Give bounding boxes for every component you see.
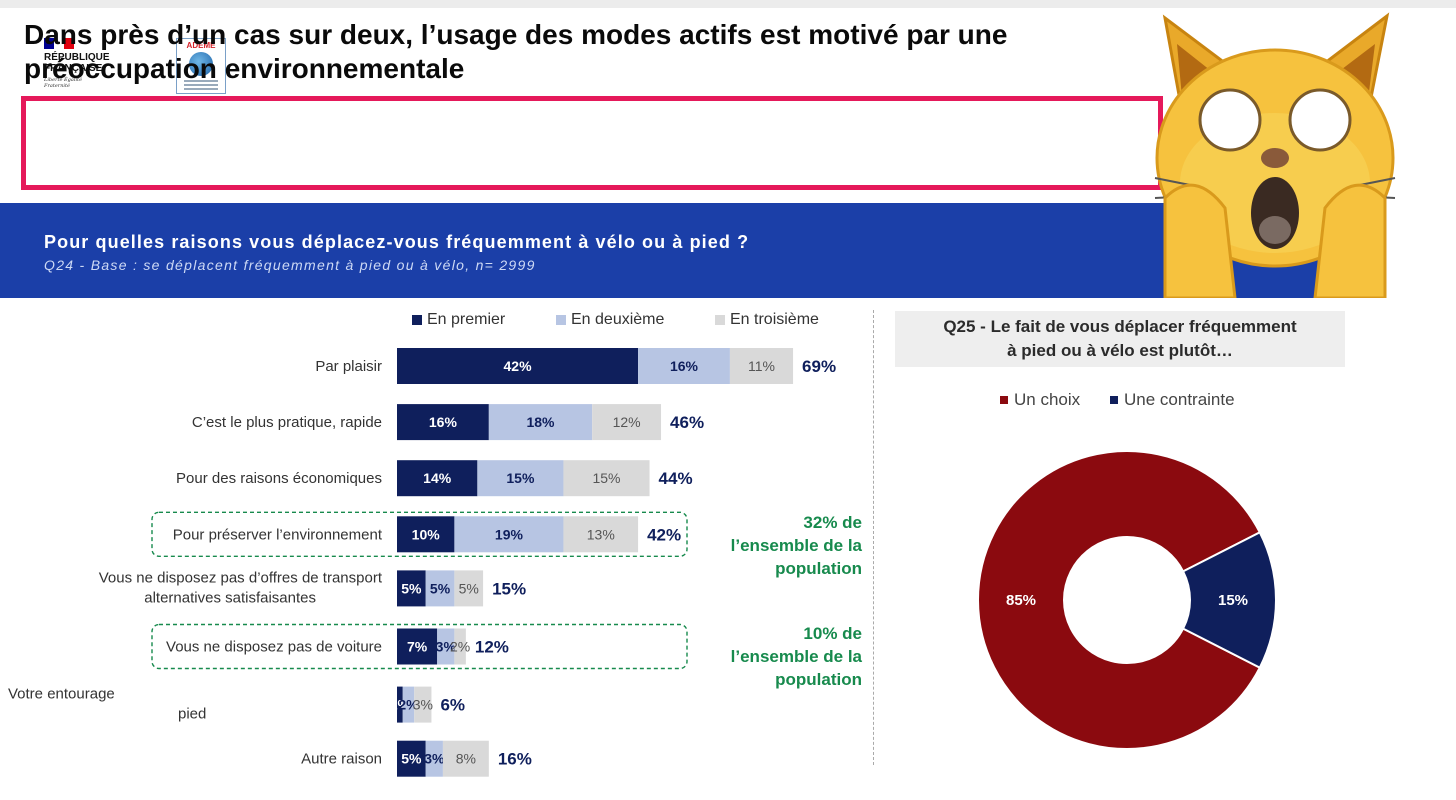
segment-label: 5%	[401, 751, 422, 767]
legend-item-troisieme: En troisième	[715, 311, 819, 329]
total-label: 44%	[659, 469, 693, 488]
bar-segment	[563, 460, 650, 497]
question-base: Q24 - Base : se déplacent fréquemment à …	[44, 257, 536, 273]
segment-label: 13%	[587, 526, 615, 542]
q25-title: Q25 - Le fait de vous déplacer fréquemme…	[943, 317, 1297, 360]
ademe-logo: ADEME	[176, 38, 226, 94]
segment-label: 3%	[424, 751, 445, 767]
bar-segment	[397, 686, 403, 723]
segment-label: 12%	[613, 414, 641, 430]
total-label: 42%	[647, 525, 681, 544]
segment-label: 18%	[526, 414, 555, 430]
q25-title-box: Q25 - Le fait de vous déplacer fréquemme…	[895, 311, 1345, 367]
bar-segment	[592, 404, 662, 441]
category-label: Vous ne disposez pas de voiture	[166, 639, 382, 656]
bar-segment	[454, 628, 466, 665]
segment-label: 11%	[748, 358, 775, 374]
legend-item-deuxieme: En deuxième	[556, 311, 664, 329]
bar-segment	[397, 460, 478, 497]
category-label: Votre entouragepied	[8, 686, 206, 723]
slice-label: 85%	[1006, 592, 1036, 609]
bar-segment	[477, 460, 564, 497]
republique-francaise-logo: RÉPUBLIQUE FRANÇAISE Liberté Égalité Fra…	[44, 38, 134, 89]
highlight-box	[151, 511, 688, 558]
weary-cat-face-icon	[1154, 12, 1396, 298]
segment-label: 15%	[506, 470, 535, 486]
total-label: 6%	[440, 696, 465, 715]
segment-label: 2%	[450, 639, 470, 655]
segment-label: 14%	[423, 470, 452, 486]
segment-label: 15%	[592, 470, 620, 486]
bar-segment	[397, 628, 438, 665]
bar-segment	[397, 516, 455, 553]
bar-segment	[442, 740, 489, 777]
bar-segment	[488, 404, 593, 441]
bar-segment	[437, 628, 455, 665]
bar-segment	[454, 516, 564, 553]
segment-label: 7%	[407, 639, 428, 655]
segment-label: 3%	[436, 639, 457, 655]
category-label: Autre raison	[301, 751, 382, 768]
legend-swatch-contrainte	[1110, 396, 1118, 404]
segment-label: 16%	[670, 358, 699, 374]
segment-label: 10%	[412, 526, 441, 542]
category-label: Par plaisir	[315, 358, 382, 375]
category-label: C’est le plus pratique, rapide	[192, 414, 382, 431]
annotation-environnement: 32% de l’ensemble de la population	[730, 513, 862, 578]
total-label: 46%	[670, 413, 704, 432]
donut-chart: 85% 15%	[977, 450, 1277, 750]
bar-segment	[397, 348, 639, 384]
bar-segment	[425, 740, 443, 777]
segment-label: 3%	[413, 697, 433, 713]
segment-label: 5%	[430, 580, 451, 596]
divider	[873, 310, 874, 765]
bar-segment	[729, 348, 794, 384]
total-label: 15%	[492, 579, 526, 598]
slide-title: Dans près d’un cas sur deux, l’usage des…	[24, 19, 1008, 84]
segment-label: 16%	[429, 414, 458, 430]
total-label: 69%	[802, 357, 836, 376]
bar-segment	[454, 570, 484, 607]
highlight-box	[151, 623, 688, 670]
bar-segment	[397, 740, 426, 777]
bar-segment	[425, 570, 455, 607]
category-label: Pour des raisons économiques	[176, 470, 382, 487]
top-bar	[0, 0, 1456, 8]
segment-label: 19%	[495, 526, 524, 542]
total-label: 16%	[498, 750, 532, 769]
segment-label: 8%	[456, 751, 476, 767]
bar-segment	[563, 516, 639, 553]
segment-label: 5%	[401, 580, 422, 596]
bar-segment	[397, 404, 489, 441]
legend-item-contrainte: Une contrainte	[1110, 390, 1235, 410]
legend-swatch-deuxieme	[556, 315, 566, 325]
legend-item-premier: En premier	[412, 311, 505, 329]
donut-slice	[977, 450, 1262, 750]
category-label: Vous ne disposez pas d’offres de transpo…	[99, 569, 383, 606]
bar-segment	[397, 570, 426, 607]
annotation-voiture: 10% de l’ensemble de la population	[730, 624, 862, 689]
legend-swatch-troisieme	[715, 315, 725, 325]
bar-segment	[414, 686, 432, 723]
legend-swatch-premier	[412, 315, 422, 325]
bar-segment	[638, 348, 730, 384]
title-box	[21, 96, 1163, 190]
segment-label: 2%	[398, 697, 419, 713]
category-label: Pour préserver l’environnement	[173, 526, 383, 543]
bar-segment	[402, 686, 415, 723]
donut-slice	[1181, 531, 1277, 669]
segment-label: 42%	[504, 358, 533, 374]
legend-item-choix: Un choix	[1000, 390, 1080, 410]
segment-label: 5%	[459, 580, 479, 596]
slice-label: 15%	[1218, 592, 1248, 609]
legend-swatch-choix	[1000, 396, 1008, 404]
question-text: Pour quelles raisons vous déplacez-vous …	[44, 232, 750, 252]
stacked-bar-chart: Par plaisir 42% 16% 11% 69% C’est le plus pra…	[8, 348, 836, 777]
total-label: 12%	[475, 638, 509, 657]
question-band: Pour quelles raisons vous déplacez-vous …	[0, 203, 1345, 298]
